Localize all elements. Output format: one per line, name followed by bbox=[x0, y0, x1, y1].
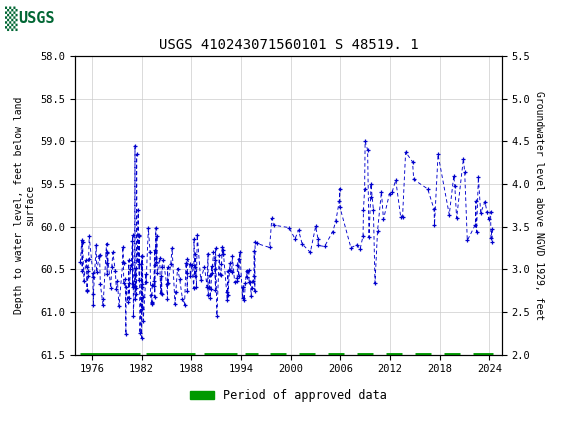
Y-axis label: Depth to water level, feet below land
surface: Depth to water level, feet below land su… bbox=[13, 97, 35, 314]
Y-axis label: Groundwater level above NGVD 1929, feet: Groundwater level above NGVD 1929, feet bbox=[534, 91, 544, 320]
Text: USGS: USGS bbox=[19, 11, 55, 26]
Text: ▒: ▒ bbox=[5, 6, 17, 31]
Legend: Period of approved data: Period of approved data bbox=[186, 385, 392, 407]
FancyBboxPatch shape bbox=[3, 3, 52, 34]
Title: USGS 410243071560101 S 48519. 1: USGS 410243071560101 S 48519. 1 bbox=[159, 38, 418, 52]
